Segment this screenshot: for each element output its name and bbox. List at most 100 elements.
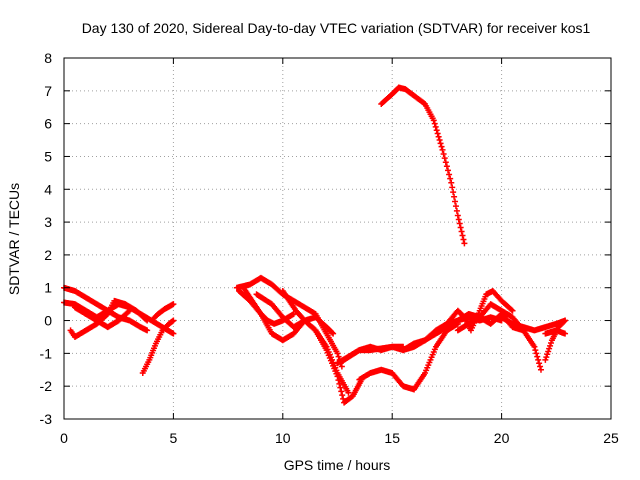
data-point <box>103 311 110 318</box>
data-point <box>336 380 343 387</box>
data-point <box>143 316 150 323</box>
data-point <box>509 307 516 314</box>
data-point <box>454 212 461 219</box>
data-point <box>433 127 440 134</box>
series-trace-6 <box>148 301 177 324</box>
data-point <box>537 366 544 373</box>
data-point <box>545 348 552 355</box>
y-tick-label: 2 <box>44 247 52 263</box>
plot-frame <box>63 57 612 420</box>
y-tick-label: 5 <box>44 148 52 164</box>
y-axis-label: SDTVAR / TECUs <box>6 183 22 295</box>
series-trace-20 <box>542 327 569 337</box>
data-point <box>451 193 458 200</box>
y-tick-label: 8 <box>44 50 52 66</box>
data-point <box>329 329 336 336</box>
y-tick-label: 4 <box>44 181 52 197</box>
data-point <box>430 117 437 124</box>
data-point <box>452 198 459 205</box>
data-point <box>335 377 342 384</box>
data-point <box>446 171 453 178</box>
data-point <box>449 184 456 191</box>
data-point <box>339 392 346 399</box>
data-point <box>436 137 443 144</box>
data-point <box>531 343 538 350</box>
data-point <box>456 220 463 227</box>
data-point <box>432 123 439 130</box>
data-point <box>330 330 337 337</box>
data-point <box>335 353 342 360</box>
y-tick-label: -1 <box>40 345 53 361</box>
data-point <box>534 353 541 360</box>
data-point <box>442 159 449 166</box>
data-point <box>441 155 448 162</box>
data-point <box>535 356 542 363</box>
y-tick-label: -2 <box>40 378 53 394</box>
data-point <box>562 317 569 324</box>
data-point <box>536 360 543 367</box>
data-point <box>290 310 297 317</box>
y-tick-label: 0 <box>44 313 52 329</box>
data-point <box>434 130 441 137</box>
data-point <box>537 363 544 370</box>
data-point <box>170 330 177 337</box>
grid-lines <box>64 58 611 419</box>
data-point <box>460 236 467 243</box>
data-point <box>338 363 345 370</box>
data-point <box>170 301 177 308</box>
data-point <box>435 133 442 140</box>
data-point <box>448 179 455 186</box>
data-point <box>334 373 341 380</box>
data-point <box>453 207 460 214</box>
y-tick-label: -3 <box>40 411 53 427</box>
data-point <box>144 327 151 334</box>
data-point <box>447 175 454 182</box>
data-point <box>170 317 177 324</box>
x-tick-label: 25 <box>603 430 619 446</box>
series-trace-18 <box>498 314 569 334</box>
x-tick-label: 15 <box>384 430 400 446</box>
x-tick-label: 10 <box>275 430 291 446</box>
data-point <box>338 388 345 395</box>
chart-title: Day 130 of 2020, Sidereal Day-to-day VTE… <box>82 20 591 36</box>
x-tick-label: 5 <box>170 430 178 446</box>
data-point <box>431 120 438 127</box>
data-point <box>458 228 465 235</box>
y-tick-label: 6 <box>44 116 52 132</box>
data-point <box>126 307 133 314</box>
y-tick-label: 1 <box>44 280 52 296</box>
data-point <box>547 340 554 347</box>
series-trace-14 <box>356 320 461 393</box>
series-trace-11 <box>279 288 365 406</box>
x-tick-label: 20 <box>494 430 510 446</box>
data-point <box>544 351 551 358</box>
data-point <box>461 240 468 247</box>
series-trace-10 <box>253 291 337 337</box>
data-point <box>345 389 352 396</box>
y-tick-label: 3 <box>44 214 52 230</box>
data-point <box>125 308 132 315</box>
data-point <box>452 203 459 210</box>
data-point <box>533 350 540 357</box>
series-trace-21 <box>378 84 468 247</box>
data-point <box>450 189 457 196</box>
axis-ticks: 0 5 10 15 20 25 -3 -2 -1 0 1 2 3 4 5 6 7 8 <box>40 50 619 446</box>
data-point <box>543 354 550 361</box>
data-point <box>440 150 447 157</box>
x-tick-label: 0 <box>60 430 68 446</box>
series-trace-4 <box>71 304 133 331</box>
data-point <box>459 232 466 239</box>
data-point <box>439 146 446 153</box>
x-axis-label: GPS time / hours <box>284 457 391 473</box>
data-point <box>546 345 553 352</box>
data-point <box>542 356 549 363</box>
data-point <box>457 224 464 231</box>
data-point <box>444 167 451 174</box>
data-point <box>532 347 539 354</box>
data-point <box>562 330 569 337</box>
data-point <box>547 342 554 349</box>
y-tick-label: 7 <box>44 83 52 99</box>
data-point <box>334 350 341 357</box>
series-trace-5 <box>139 317 177 377</box>
